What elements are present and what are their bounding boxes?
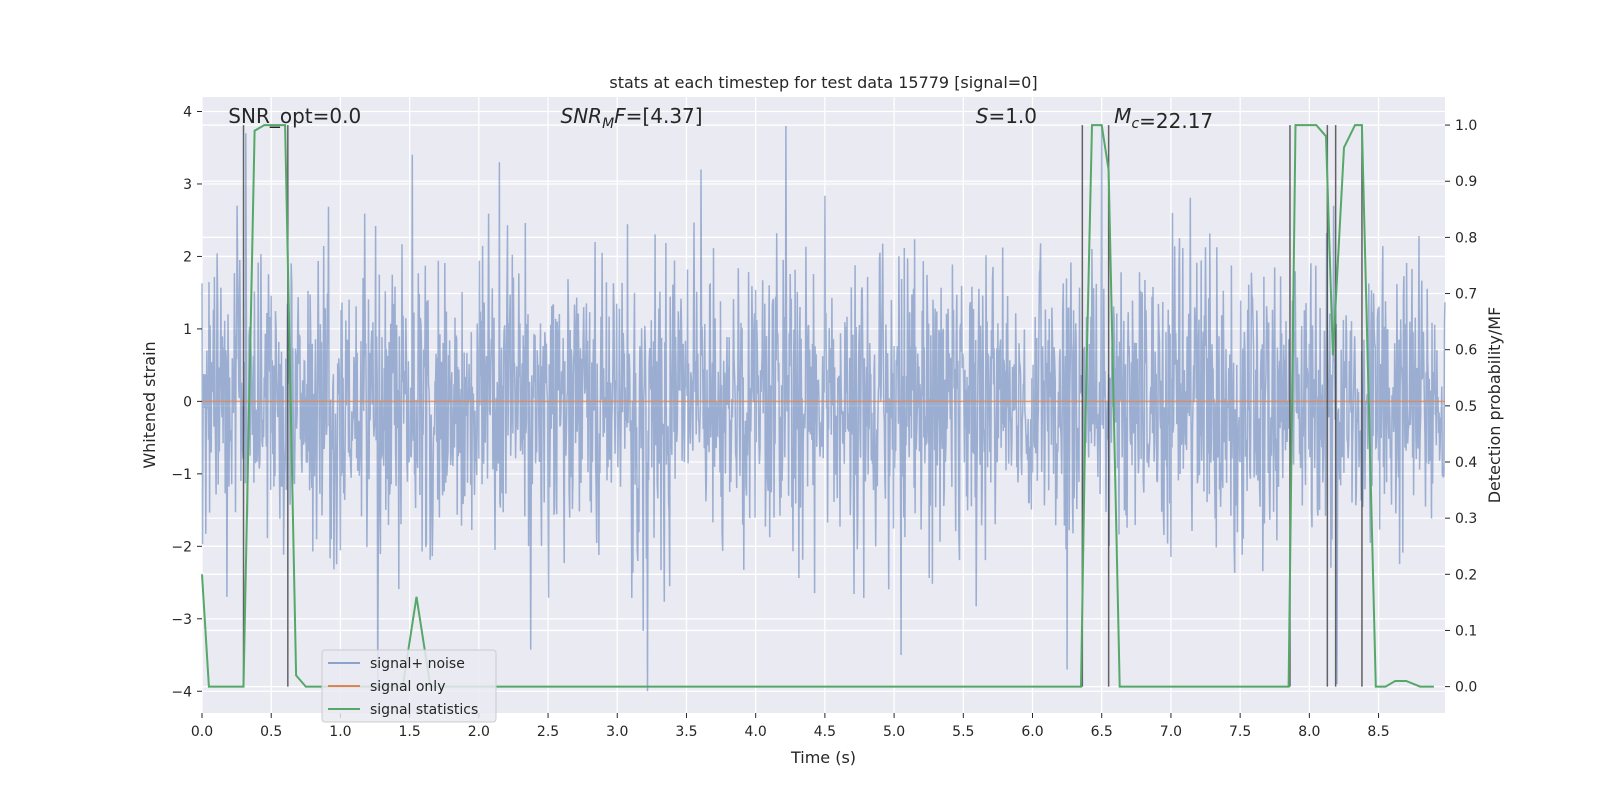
grid (201, 97, 1445, 713)
y2-tick-label: 1.0 (1455, 118, 1477, 134)
y2-tick-label: 0.0 (1455, 680, 1477, 696)
stats-series (201, 124, 1434, 688)
annotation: Mc=22.17 (1114, 104, 1213, 133)
annotations: SNR_opt=0.0 SNRMF=[4.37] S=1.0 Mc=22.17 (228, 104, 1213, 133)
y-tick-label: 4 (183, 104, 192, 120)
x-tick-label: 8.5 (1367, 724, 1389, 740)
x-tick-label: 6.0 (1021, 724, 1043, 740)
x-tick-label: 0.0 (191, 724, 213, 740)
x-tick-label: 8.0 (1298, 724, 1320, 740)
legend-box (321, 649, 497, 723)
y2-tick-label: 0.9 (1455, 174, 1477, 190)
y2-tick-label: 0.8 (1455, 230, 1477, 246)
x-tick-label: 5.5 (952, 724, 974, 740)
x-tick-label: 7.5 (1229, 724, 1251, 740)
y-tick-label: 0 (183, 394, 192, 410)
x-tick-label: 5.0 (883, 724, 905, 740)
noise-line (201, 125, 1446, 692)
y2-tick-label: 0.1 (1455, 623, 1477, 639)
x-tick-label: 0.5 (260, 724, 282, 740)
annotation: S=1.0 (976, 104, 1037, 128)
x-tick-label: 3.0 (606, 724, 628, 740)
y2-tick-label: 0.7 (1455, 287, 1477, 303)
x-axis-label: Time (s) (790, 748, 856, 767)
x-tick-label: 2.0 (468, 724, 490, 740)
x-tick-label: 4.5 (814, 724, 836, 740)
chart-title: stats at each timestep for test data 157… (609, 73, 1037, 92)
y-tick-label: −1 (171, 467, 192, 483)
x-tick-label: 7.0 (1160, 724, 1182, 740)
annotation: SNR_opt=0.0 (228, 104, 361, 128)
stats-line (201, 124, 1434, 688)
x-tick-label: 1.0 (329, 724, 351, 740)
x-tick-label: 3.5 (675, 724, 697, 740)
y2-tick-label: 0.3 (1455, 511, 1477, 527)
y2-axis-label: Detection probability/MF (1485, 307, 1504, 504)
legend: signal+ noise signal only signal statist… (321, 649, 497, 723)
noise-series (201, 125, 1446, 692)
x-tick-label: 1.5 (398, 724, 420, 740)
y-tick-label: 2 (183, 249, 192, 265)
y2-tick-label: 0.6 (1455, 343, 1477, 359)
y-tick-label: −2 (171, 539, 192, 555)
y-axis-label: Whitened strain (140, 341, 159, 468)
y2-tick-label: 0.2 (1455, 567, 1477, 583)
x-tick-label: 2.5 (537, 724, 559, 740)
y-tick-label: 1 (183, 322, 192, 338)
y2-ticks: 0.0 0.1 0.2 0.3 0.4 0.5 0.6 0.7 0.8 0.9 1.0 (1445, 118, 1477, 696)
x-ticks: 0.0 0.5 1.0 1.5 2.0 2.5 3.0 3.5 4.0 4.5 5.0 5.5 6.0 6… (191, 713, 1390, 740)
legend-label-noise: signal+ noise (370, 656, 465, 672)
y-ticks: −4 −3 −2 −1 0 1 2 3 4 (171, 104, 202, 700)
y2-tick-label: 0.4 (1455, 455, 1477, 471)
x-tick-label: 6.5 (1091, 724, 1113, 740)
annotation: SNRMF=[4.37] (561, 104, 703, 132)
y2-tick-label: 0.5 (1455, 399, 1477, 415)
y-tick-label: 3 (183, 177, 192, 193)
y-tick-label: −3 (171, 612, 192, 628)
legend-label-stats: signal statistics (370, 702, 478, 718)
x-tick-label: 4.0 (745, 724, 767, 740)
legend-label-signal: signal only (370, 679, 445, 695)
y-tick-label: −4 (171, 684, 192, 700)
